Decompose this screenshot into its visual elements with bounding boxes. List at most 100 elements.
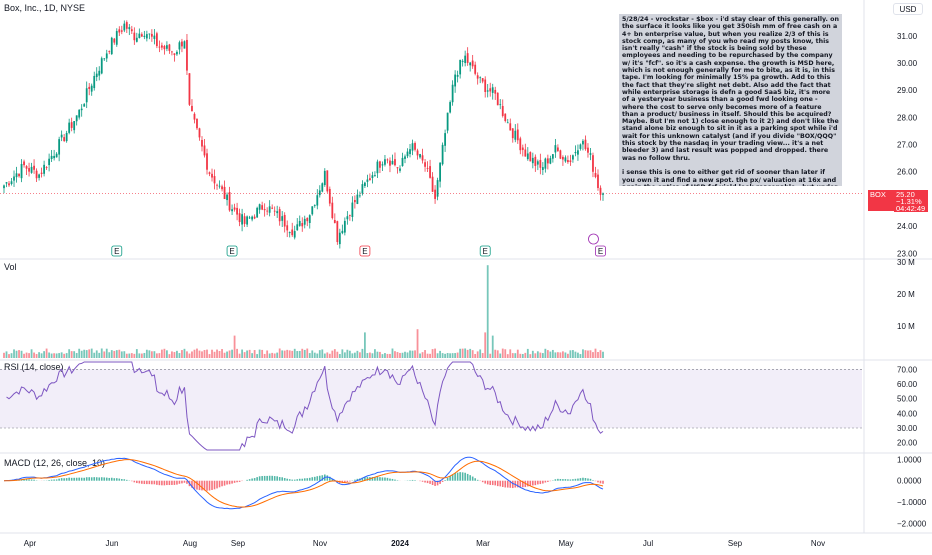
- volume-bar: [314, 353, 316, 358]
- candle-body: [442, 145, 444, 164]
- macd-histogram-bar: [377, 477, 379, 481]
- macd-histogram-bar: [159, 481, 161, 485]
- volume-bar: [394, 351, 396, 358]
- candle-body: [597, 175, 599, 188]
- macd-histogram-bar: [454, 473, 456, 481]
- volume-bar: [497, 350, 499, 358]
- time-tick-label: Apr: [24, 539, 37, 548]
- candle-body: [344, 221, 346, 233]
- earnings-marker-label: E: [229, 247, 234, 256]
- candle-body: [359, 195, 361, 196]
- candle-body: [6, 182, 8, 183]
- volume-bar: [547, 350, 549, 358]
- volume-bar: [216, 350, 218, 358]
- macd-histogram-bar: [231, 481, 233, 484]
- macd-histogram-bar: [314, 477, 316, 481]
- candle-body: [221, 186, 223, 189]
- candle-body: [346, 216, 348, 219]
- volume-bar: [354, 353, 356, 358]
- volume-bar: [349, 351, 351, 358]
- volume-bar: [527, 349, 529, 358]
- volume-bar: [434, 349, 436, 358]
- macd-histogram-bar: [136, 481, 138, 483]
- candle-body: [382, 164, 384, 165]
- candle-body: [507, 122, 509, 123]
- volume-bar: [88, 349, 90, 358]
- volume-bar: [199, 351, 201, 358]
- price-tick-label: 27.00: [897, 141, 918, 150]
- candle-body: [512, 128, 514, 138]
- volume-bar: [502, 349, 504, 358]
- macd-histogram-bar: [93, 477, 95, 481]
- candle-body: [554, 145, 556, 152]
- volume-bar: [482, 353, 484, 358]
- macd-histogram-bar: [126, 480, 128, 481]
- candle-body: [494, 90, 496, 94]
- earnings-marker-label: E: [362, 247, 367, 256]
- volume-bar: [389, 354, 391, 358]
- macd-histogram-bar: [494, 481, 496, 486]
- rsi-tick-label: 70.00: [897, 365, 918, 374]
- macd-histogram-bar: [239, 481, 241, 482]
- macd-histogram-bar: [196, 481, 198, 490]
- candle-body: [437, 180, 439, 197]
- candle-body: [108, 51, 110, 52]
- macd-histogram-bar: [286, 479, 288, 481]
- candle-body: [239, 213, 241, 222]
- candle-body: [459, 60, 461, 75]
- candle-body: [51, 156, 53, 159]
- candle-body: [542, 167, 544, 170]
- volume-bar: [542, 353, 544, 358]
- volume-bar: [572, 350, 574, 358]
- volume-bar: [457, 353, 459, 358]
- macd-histogram-bar: [319, 476, 321, 481]
- currency-button[interactable]: USD: [893, 3, 923, 15]
- volume-bar: [590, 350, 592, 358]
- macd-histogram-bar: [582, 478, 584, 481]
- volume-bar: [492, 336, 494, 358]
- volume-bar: [6, 351, 8, 358]
- volume-bar: [98, 353, 100, 358]
- volume-bar: [261, 350, 263, 358]
- candle-body: [539, 160, 541, 168]
- candle-body: [133, 33, 135, 41]
- macd-histogram-bar: [134, 481, 136, 483]
- candle-body: [454, 75, 456, 87]
- volume-bar: [512, 353, 514, 358]
- candle-body: [489, 88, 491, 91]
- macd-histogram-bar: [592, 480, 594, 481]
- macd-histogram-bar: [572, 479, 574, 481]
- candle-body: [86, 88, 88, 102]
- volume-bar: [474, 354, 476, 358]
- volume-bar: [602, 352, 604, 358]
- volume-bar: [301, 349, 303, 358]
- volume-bar: [169, 354, 171, 358]
- volume-bar: [577, 353, 579, 358]
- volume-bar: [484, 332, 486, 358]
- candle-body: [392, 161, 394, 164]
- candle-body: [169, 44, 171, 50]
- candle-body: [191, 106, 193, 111]
- macd-histogram-bar: [274, 476, 276, 481]
- volume-bar: [189, 354, 191, 358]
- macd-histogram-bar: [164, 481, 166, 486]
- candle-body: [517, 130, 519, 141]
- last-price-countdown: 04:42:49: [896, 205, 926, 212]
- candle-body: [68, 123, 70, 133]
- volume-bar: [161, 350, 163, 358]
- macd-histogram-bar: [512, 481, 514, 488]
- macd-histogram-bar: [174, 481, 176, 485]
- volume-bar: [469, 349, 471, 358]
- price-tick-label: 23.00: [897, 249, 918, 258]
- candle-body: [176, 52, 178, 54]
- volume-bar: [309, 353, 311, 358]
- candle-body: [529, 152, 531, 161]
- candle-body: [123, 24, 125, 31]
- macd-histogram-bar: [577, 479, 579, 481]
- macd-histogram-bar: [327, 475, 329, 480]
- volume-bar: [402, 353, 404, 358]
- candle-body: [514, 131, 516, 140]
- candle-body: [63, 137, 65, 141]
- volume-bar: [73, 351, 75, 358]
- candle-body: [296, 224, 298, 230]
